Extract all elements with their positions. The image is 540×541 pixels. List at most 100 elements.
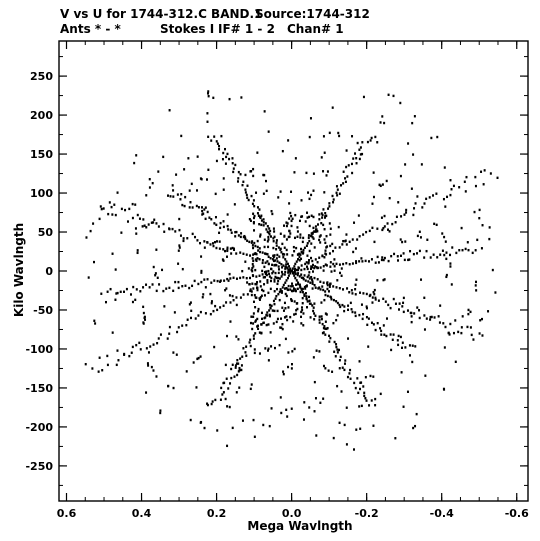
scatter-point (210, 402, 213, 406)
scatter-point (362, 95, 365, 99)
scatter-point (356, 238, 359, 241)
scatter-point (481, 334, 484, 337)
scatter-point (265, 323, 268, 327)
scatter-point (114, 298, 117, 301)
scatter-point (212, 309, 215, 313)
scatter-point (311, 287, 314, 290)
scatter-point (284, 307, 287, 310)
scatter-point (301, 296, 304, 300)
scatter-point (193, 279, 196, 283)
scatter-point (200, 178, 203, 181)
scatter-point (150, 365, 153, 369)
scatter-point (293, 171, 296, 174)
scatter-point (294, 312, 297, 316)
scatter-point (297, 258, 300, 261)
scatter-point (354, 283, 357, 286)
scatter-point (234, 235, 237, 238)
scatter-point (381, 256, 384, 259)
scatter-point (252, 300, 255, 303)
scatter-point (472, 338, 475, 341)
scatter-point (469, 310, 472, 314)
scatter-point (305, 285, 308, 288)
scatter-point (325, 214, 328, 218)
subtitle-stokes: Stokes I (160, 22, 214, 36)
scatter-point (249, 254, 252, 257)
scatter-point (195, 386, 198, 389)
scatter-point (332, 249, 335, 253)
scatter-point (474, 284, 477, 287)
scatter-point (281, 322, 284, 326)
scatter-point (392, 333, 395, 336)
scatter-point (407, 142, 410, 145)
scatter-point (218, 147, 221, 151)
scatter-point (151, 181, 154, 185)
scatter-point (437, 315, 440, 318)
scatter-point (184, 284, 187, 287)
scatter-point (411, 360, 414, 364)
scatter-point (324, 211, 327, 215)
scatter-point (324, 241, 327, 245)
scatter-point (350, 289, 353, 292)
scatter-point (312, 189, 315, 192)
scatter-point (152, 369, 155, 372)
scatter-point (324, 215, 327, 218)
scatter-point (235, 296, 238, 299)
scatter-point (254, 320, 257, 323)
scatter-point (245, 193, 248, 197)
scatter-point (326, 282, 329, 285)
scatter-point (310, 214, 313, 217)
scatter-point (367, 260, 370, 263)
scatter-point (383, 225, 386, 228)
scatter-point (261, 288, 264, 292)
scatter-point (374, 261, 377, 264)
scatter-point (308, 271, 311, 274)
scatter-point (442, 387, 445, 391)
scatter-point (191, 232, 194, 236)
scatter-point (273, 254, 276, 257)
scatter-point (302, 236, 305, 240)
scatter-point (98, 217, 101, 221)
scatter-point (491, 268, 494, 272)
scatter-point (185, 323, 188, 327)
scatter-point (148, 186, 151, 189)
scatter-point (298, 275, 301, 278)
scatter-point (329, 261, 332, 264)
scatter-point (279, 232, 282, 235)
scatter-point (215, 223, 218, 227)
scatter-point (323, 228, 326, 231)
scatter-point (419, 236, 422, 239)
scatter-point (325, 246, 328, 249)
scatter-point (312, 215, 315, 219)
scatter-point (343, 423, 346, 427)
scatter-point (278, 277, 281, 280)
scatter-point (256, 288, 259, 292)
scatter-point (194, 235, 197, 239)
scatter-point (382, 324, 385, 327)
scatter-point (328, 252, 331, 255)
scatter-point (376, 279, 379, 282)
scatter-point (325, 313, 328, 316)
scatter-point (308, 135, 311, 139)
scatter-point (315, 349, 318, 352)
scatter-point (271, 272, 274, 275)
scatter-point (272, 246, 275, 250)
scatter-point (252, 334, 255, 337)
scatter-point (355, 157, 358, 160)
scatter-point (458, 186, 461, 189)
scatter-point (383, 214, 386, 218)
scatter-point (191, 284, 194, 288)
scatter-point (390, 254, 393, 258)
scatter-point (316, 278, 319, 281)
scatter-point (215, 246, 218, 250)
scatter-point (376, 321, 379, 325)
scatter-point (148, 177, 151, 181)
scatter-point (318, 321, 321, 324)
scatter-point (346, 375, 349, 379)
scatter-point (285, 248, 288, 252)
scatter-point (305, 171, 308, 175)
scatter-point (366, 140, 369, 144)
scatter-point (277, 279, 280, 283)
scatter-point (225, 301, 228, 304)
scatter-point (307, 262, 310, 265)
scatter-point (338, 263, 341, 266)
